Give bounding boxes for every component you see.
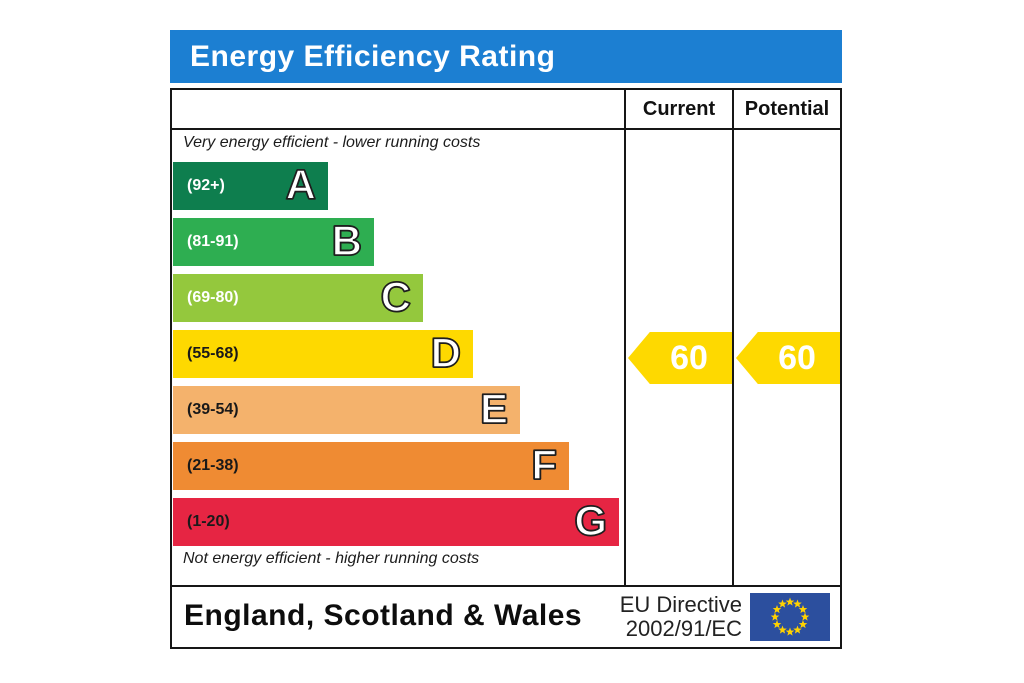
top-efficiency-note: Very energy efficient - lower running co… <box>183 134 481 151</box>
band-b: (81-91) B <box>173 217 374 266</box>
potential-column-divider <box>732 90 734 585</box>
band-b-letter: B <box>331 217 363 265</box>
current-rating-arrow: 60 <box>628 332 732 384</box>
page-title: Energy Efficiency Rating <box>190 39 556 73</box>
band-d: (55-68) D <box>173 329 473 378</box>
region-label: England, Scotland & Wales <box>184 599 583 632</box>
band-e-range: (39-54) <box>187 401 239 418</box>
band-c-letter: C <box>380 273 412 321</box>
band-e: (39-54) E <box>173 385 520 434</box>
band-a: (92+) A <box>173 161 328 210</box>
chart-title-bar: Energy Efficiency Rating <box>170 30 842 83</box>
potential-rating-arrow: 60 <box>736 332 840 384</box>
potential-rating-value: 60 <box>778 338 816 377</box>
band-g-letter: G <box>574 497 608 545</box>
band-e-letter: E <box>479 385 509 433</box>
band-f: (21-38) F <box>173 441 569 490</box>
band-c-range: (69-80) <box>187 289 239 306</box>
current-column-divider <box>624 90 626 585</box>
band-c: (69-80) C <box>173 273 423 322</box>
current-rating-value: 60 <box>670 338 708 377</box>
band-a-range: (92+) <box>187 177 225 194</box>
band-f-letter: F <box>531 441 558 489</box>
band-g: (1-20) G <box>173 497 619 546</box>
band-d-letter: D <box>430 329 462 377</box>
header-divider <box>172 128 840 130</box>
bottom-efficiency-note: Not energy efficient - higher running co… <box>183 550 480 567</box>
footer-divider <box>172 585 840 587</box>
potential-column-header: Potential <box>744 97 830 120</box>
eu-directive-line2: 2002/91/EC <box>625 616 742 641</box>
eu-directive-line1: EU Directive <box>619 592 742 617</box>
eu-flag-icon <box>750 593 830 641</box>
band-g-range: (1-20) <box>187 513 230 530</box>
band-d-range: (55-68) <box>187 345 239 362</box>
eu-directive-label: EU Directive 2002/91/EC <box>592 593 742 641</box>
rating-table: Current Potential Very energy efficient … <box>170 88 842 649</box>
band-a-letter: A <box>285 161 317 209</box>
band-f-range: (21-38) <box>187 457 239 474</box>
band-b-range: (81-91) <box>187 233 239 250</box>
current-column-header: Current <box>642 97 716 120</box>
